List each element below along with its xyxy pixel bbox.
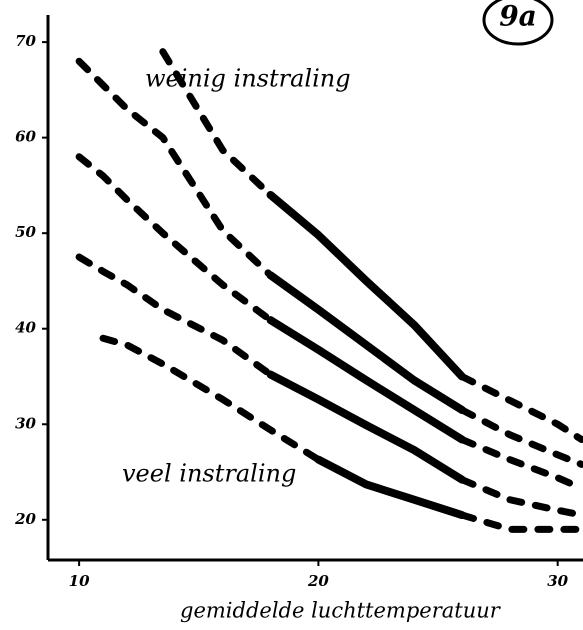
x-axis-label: gemiddelde luchttemperatuur bbox=[180, 599, 502, 623]
y-tick-label: 60 bbox=[15, 128, 36, 146]
badge-circle bbox=[482, 0, 554, 46]
x-tick-label: 30 bbox=[547, 572, 568, 590]
y-tick-label: 40 bbox=[15, 319, 36, 337]
x-tick-label: 10 bbox=[69, 572, 90, 590]
y-tick-label: 30 bbox=[15, 414, 36, 432]
curve bbox=[266, 190, 466, 381]
curve bbox=[266, 316, 466, 444]
y-tick-label: 70 bbox=[15, 32, 36, 50]
badge: 9a bbox=[499, 0, 537, 33]
y-tick-label: 50 bbox=[15, 223, 36, 241]
x-tick-label: 20 bbox=[307, 572, 329, 590]
curve bbox=[75, 57, 583, 468]
annotation: veel instraling bbox=[122, 460, 296, 488]
y-tick-label: 20 bbox=[14, 510, 36, 528]
curve bbox=[75, 153, 583, 492]
curve bbox=[159, 48, 583, 444]
curve bbox=[314, 455, 466, 520]
curve bbox=[266, 370, 466, 484]
curve bbox=[99, 334, 583, 533]
curve bbox=[75, 253, 583, 519]
curve bbox=[266, 271, 466, 414]
